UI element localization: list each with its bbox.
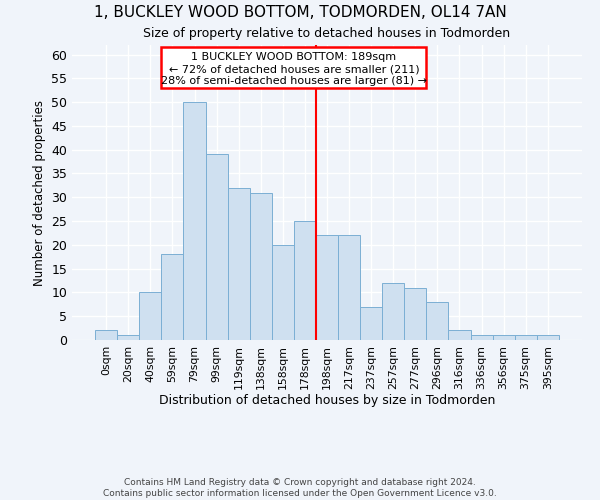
Text: 1, BUCKLEY WOOD BOTTOM, TODMORDEN, OL14 7AN: 1, BUCKLEY WOOD BOTTOM, TODMORDEN, OL14 … <box>94 5 506 20</box>
Bar <box>360 306 382 340</box>
Text: 1 BUCKLEY WOOD BOTTOM: 189sqm: 1 BUCKLEY WOOD BOTTOM: 189sqm <box>191 52 397 62</box>
Bar <box>272 245 294 340</box>
Bar <box>184 102 206 340</box>
FancyBboxPatch shape <box>161 48 427 88</box>
Text: Contains HM Land Registry data © Crown copyright and database right 2024.
Contai: Contains HM Land Registry data © Crown c… <box>103 478 497 498</box>
Bar <box>427 302 448 340</box>
Bar <box>537 335 559 340</box>
Bar <box>338 236 360 340</box>
Bar <box>448 330 470 340</box>
Bar <box>294 221 316 340</box>
Text: 28% of semi-detached houses are larger (81) →: 28% of semi-detached houses are larger (… <box>161 76 427 86</box>
Bar <box>250 192 272 340</box>
Text: ← 72% of detached houses are smaller (211): ← 72% of detached houses are smaller (21… <box>169 64 419 74</box>
Bar <box>404 288 427 340</box>
Bar <box>139 292 161 340</box>
Bar <box>382 283 404 340</box>
Bar <box>470 335 493 340</box>
Y-axis label: Number of detached properties: Number of detached properties <box>32 100 46 286</box>
Title: Size of property relative to detached houses in Todmorden: Size of property relative to detached ho… <box>143 26 511 40</box>
Bar <box>161 254 184 340</box>
Bar <box>227 188 250 340</box>
Bar <box>117 335 139 340</box>
Bar <box>95 330 117 340</box>
Bar <box>493 335 515 340</box>
Bar <box>515 335 537 340</box>
Bar <box>206 154 227 340</box>
Bar <box>316 236 338 340</box>
X-axis label: Distribution of detached houses by size in Todmorden: Distribution of detached houses by size … <box>159 394 495 407</box>
